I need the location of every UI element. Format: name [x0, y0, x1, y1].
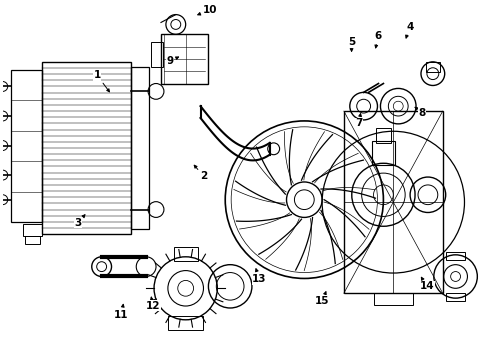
Bar: [174, 247, 197, 261]
Text: 8: 8: [415, 107, 425, 118]
Bar: [24, 236, 40, 244]
Bar: [446, 293, 466, 301]
Bar: [161, 34, 208, 84]
Text: 12: 12: [146, 297, 160, 311]
Bar: [131, 67, 149, 229]
Text: 15: 15: [315, 292, 330, 306]
Text: 10: 10: [198, 5, 218, 15]
Bar: [373, 293, 413, 305]
Bar: [375, 128, 392, 143]
Bar: [426, 62, 440, 72]
Text: 9: 9: [166, 56, 178, 66]
Text: 6: 6: [374, 31, 382, 48]
Bar: [23, 224, 42, 236]
Text: 2: 2: [194, 165, 207, 181]
Circle shape: [136, 257, 156, 276]
Bar: [371, 141, 395, 165]
Text: 11: 11: [114, 304, 129, 320]
Bar: [344, 111, 443, 293]
Text: 5: 5: [348, 37, 355, 51]
Text: 3: 3: [74, 215, 85, 228]
Text: 7: 7: [355, 114, 363, 128]
Bar: [168, 316, 203, 330]
Bar: [42, 62, 131, 234]
Text: 14: 14: [419, 277, 434, 291]
Text: 1: 1: [94, 71, 109, 92]
Text: 13: 13: [252, 269, 267, 284]
Bar: [446, 252, 466, 260]
Bar: [11, 70, 42, 222]
Bar: [151, 42, 163, 67]
Text: 4: 4: [406, 22, 414, 38]
